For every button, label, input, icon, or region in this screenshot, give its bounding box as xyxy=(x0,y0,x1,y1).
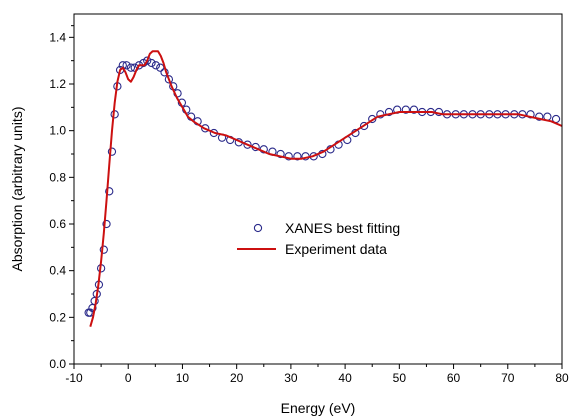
experiment-line-group xyxy=(89,50,563,327)
legend-marker-fit xyxy=(253,223,263,233)
plot-frame xyxy=(73,13,563,365)
y-tick-label: 1.2 xyxy=(49,77,66,91)
x-tick-label: 10 xyxy=(176,371,190,385)
fit-point xyxy=(293,152,302,161)
x-tick-label: 80 xyxy=(555,371,569,385)
ticks-layer: -10 0 10 20 30 40 50 60 70 80 0.0 0.2 0.4 0.6 0.8 1.0 1.… xyxy=(49,25,569,385)
fit-point xyxy=(99,245,108,254)
legend-label-fit: XANES best fitting xyxy=(285,220,400,236)
fit-point xyxy=(156,63,165,72)
legend: XANES best fitting Experiment data xyxy=(237,220,400,257)
fit-point xyxy=(164,75,174,84)
x-axis-title: Energy (eV) xyxy=(281,400,356,416)
x-tick-label: 70 xyxy=(501,371,515,385)
fit-point xyxy=(384,107,394,117)
y-tick-label: 0.0 xyxy=(49,357,66,371)
x-tick-label: 50 xyxy=(393,371,407,385)
x-tick-label: 40 xyxy=(338,371,352,385)
fit-point xyxy=(276,149,285,159)
y-tick-label: 1.0 xyxy=(49,124,66,138)
y-tick-label: 0.4 xyxy=(49,264,66,278)
fit-point xyxy=(243,140,252,149)
fit-point xyxy=(122,61,131,70)
fit-points-group xyxy=(84,56,561,317)
fit-point xyxy=(409,105,419,114)
fit-point xyxy=(151,61,161,70)
fit-point xyxy=(107,147,117,156)
x-tick-label: 20 xyxy=(230,371,244,385)
fit-point xyxy=(143,56,152,65)
x-tick-label: 60 xyxy=(447,371,461,385)
y-tick-label: 0.6 xyxy=(49,217,66,231)
x-tick-label: 0 xyxy=(125,371,132,385)
fit-point xyxy=(401,105,410,114)
fit-point xyxy=(284,152,293,161)
x-tick-label: -10 xyxy=(65,371,83,385)
x-tick-label: 30 xyxy=(284,371,298,385)
y-axis-title: Absorption (arbitrary units) xyxy=(9,107,25,272)
fit-point xyxy=(359,121,369,131)
legend-label-experiment: Experiment data xyxy=(285,241,387,257)
fit-point xyxy=(535,112,544,121)
fit-point xyxy=(102,219,111,229)
experiment-line xyxy=(89,50,563,327)
y-tick-label: 1.4 xyxy=(49,30,66,44)
fit-point xyxy=(105,187,114,196)
y-tick-label: 0.8 xyxy=(49,170,66,184)
y-tick-label: 0.2 xyxy=(49,310,66,324)
fit-point xyxy=(126,63,136,72)
fit-point xyxy=(201,124,210,133)
fit-point xyxy=(147,58,156,68)
